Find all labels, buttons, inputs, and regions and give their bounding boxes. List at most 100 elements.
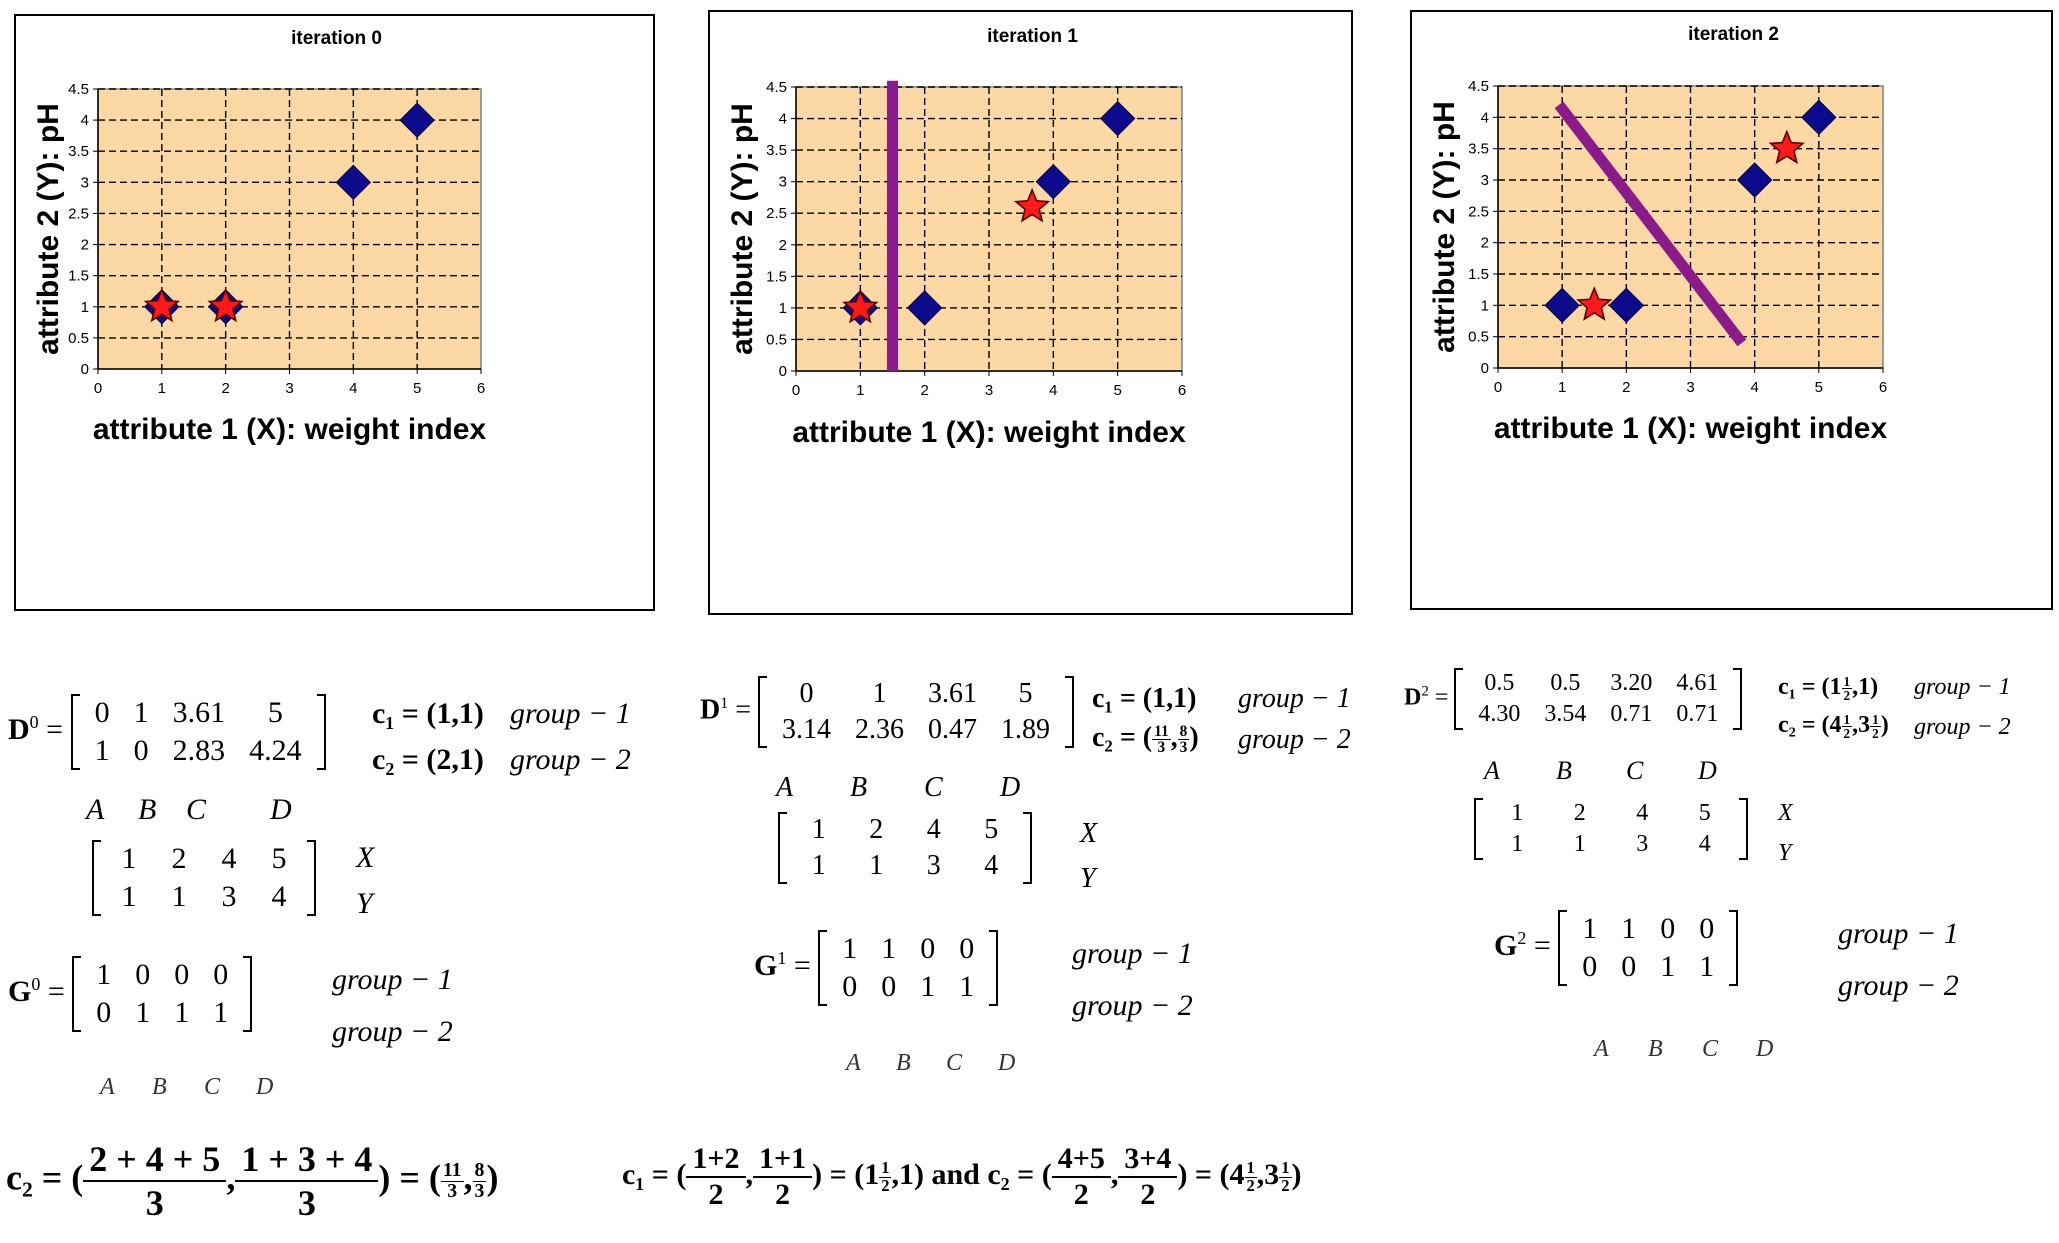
y-tick-label: 0.5 — [766, 331, 787, 348]
y-axis-label: attribute 2 (Y): pH — [32, 103, 65, 355]
y-tick-label: 4 — [1481, 109, 1489, 126]
matrix-superscript: 1 — [777, 947, 787, 968]
y-tick-label: 2 — [81, 237, 89, 254]
matrix-table: 0 1 3.61 5 3.14 2.36 0.47 1.89 — [770, 676, 1062, 748]
centroid-star-marker — [842, 288, 879, 324]
matrix-cell: 2.36 — [855, 714, 905, 745]
x-tick-label: 1 — [1558, 379, 1566, 396]
matrix-cell: 1 — [872, 678, 887, 709]
matrix-row: 1 2 4 5 — [790, 812, 1020, 848]
matrix-bracket: 0 1 3.61 5 3.14 2.36 0.47 1.89 — [758, 676, 1075, 748]
matrix-superscript: 0 — [29, 711, 39, 732]
numerator: 1+2 — [686, 1142, 746, 1178]
matrix-row: 1 2 4 5 — [104, 840, 304, 878]
matrix-cell: 2 — [869, 814, 884, 845]
y-tick-label: 0 — [779, 363, 787, 380]
col-label: B — [138, 793, 157, 826]
matrix-symbol: D — [1404, 684, 1422, 711]
y-tick-label: 0 — [1481, 360, 1489, 377]
matrix-cell: 3.20 — [1610, 670, 1653, 696]
data-point-diamond — [335, 164, 372, 201]
matrix-cell: 5 — [267, 696, 283, 729]
denominator: 2 — [1140, 1178, 1156, 1211]
matrix-cell: 3 — [221, 880, 237, 913]
col-label: D — [256, 1074, 274, 1100]
matrix-row: 1 1 3 4 — [790, 848, 1020, 884]
x-tick-label: 0 — [1494, 379, 1502, 396]
col-label: A — [846, 1050, 861, 1076]
x-axis-label: attribute 1 (X): weight index — [1494, 412, 1888, 445]
centroid-text: c₂ = (2,1) — [372, 743, 484, 776]
matrix-cell: 4.30 — [1478, 701, 1521, 727]
chart-title: iteration 0 — [291, 28, 382, 49]
chart-title: iteration 2 — [1688, 24, 1779, 45]
y-tick-label: 1 — [81, 299, 89, 316]
x-tick-label: 5 — [1113, 382, 1121, 399]
col-label: A — [776, 772, 794, 803]
denominator: 2 — [1843, 687, 1851, 703]
matrix-cell: 1 — [811, 850, 826, 881]
matrix-cell: 0.47 — [928, 714, 978, 745]
fraction: 1+1 2 — [753, 1142, 813, 1212]
scatter-chart-iteration-0: iteration 00 1 2 3 4 5 600.511.522.533.544.5at… — [32, 28, 486, 446]
y-tick-label: 4 — [81, 112, 89, 129]
group-label-1-g0: group − 1 — [332, 963, 453, 996]
x-tick-label: 4 — [1049, 382, 1057, 399]
col-label: D — [1756, 1036, 1774, 1062]
matrix-symbol: D — [8, 712, 30, 746]
formula-text: ) — [1880, 712, 1889, 738]
matrix-row: 1 1 3 4 — [1486, 829, 1736, 860]
matrix-cell: 1 — [1511, 831, 1524, 857]
matrix-cell: 4 — [271, 880, 287, 913]
matrix-cell: 1 — [133, 696, 149, 729]
matrix-cell: 1 — [135, 996, 151, 1029]
y-tick-label: 3.5 — [68, 143, 89, 160]
y-tick-label: 3.5 — [1468, 141, 1489, 158]
formula-text: ,1) and c₂ = ( — [891, 1157, 1052, 1191]
formula-text: ) = ( — [378, 1157, 441, 1198]
col-label: C — [946, 1050, 963, 1076]
formula-text: ) = (1 — [812, 1157, 880, 1191]
matrix-cell: 0 — [959, 932, 975, 965]
formula-text: c₂ = (4 — [1778, 712, 1842, 738]
denominator: 3 — [145, 1183, 164, 1223]
coordinate-matrix-1: 1 2 4 5 1 1 3 4 — [778, 812, 1032, 884]
y-tick-label: 0.5 — [68, 330, 89, 347]
x-tick-label: 3 — [985, 382, 993, 399]
col-label: B — [896, 1050, 911, 1076]
col-label: B — [850, 772, 868, 803]
matrix-superscript: 2 — [1517, 927, 1527, 948]
col-label: B — [1556, 756, 1572, 785]
y-tick-label: 1.5 — [766, 268, 787, 285]
centroid-c2-1: c₂ = (11 3, 8 3) — [1092, 722, 1199, 757]
y-tick-label: 4.5 — [68, 81, 89, 98]
centroid-formula-1: c₁ = (1+2 2, 1+1 2) = (1 1 2,1) and c₂ = (4+5… — [622, 1142, 1302, 1212]
matrix-row: 1 0 2.83 4.24 — [83, 732, 314, 770]
data-point-diamond — [1099, 100, 1136, 137]
fraction: 4+5 2 — [1051, 1142, 1111, 1212]
matrix-cell: 0 — [213, 958, 229, 991]
matrix-cell: 4 — [1698, 831, 1711, 857]
matrix-superscript: 0 — [31, 973, 41, 994]
x-tick-label: 2 — [1622, 379, 1630, 396]
x-row-label-2: X — [1778, 800, 1793, 826]
matrix-cell: 4 — [1636, 800, 1649, 826]
y-tick-label: 3 — [81, 174, 89, 191]
coordinate-matrix-0: 1 2 4 5 1 1 3 4 — [92, 840, 316, 916]
matrix-table: 1 2 4 5 1 1 3 4 — [104, 840, 304, 916]
col-label: A — [100, 1074, 115, 1100]
centroid-c2-2: c₂ = (4 1 2,3 1 2) — [1778, 712, 1889, 740]
matrix-cell: 3.54 — [1544, 701, 1587, 727]
matrix-cell: 0 — [842, 970, 858, 1003]
centroid-c1-2: c₁ = (1 1 2,1) — [1778, 674, 1878, 702]
centroid-star-marker — [1768, 129, 1805, 165]
numerator: 11 — [1152, 722, 1171, 741]
coordinate-matrix-2: 1 2 4 5 1 1 3 4 — [1474, 798, 1748, 860]
